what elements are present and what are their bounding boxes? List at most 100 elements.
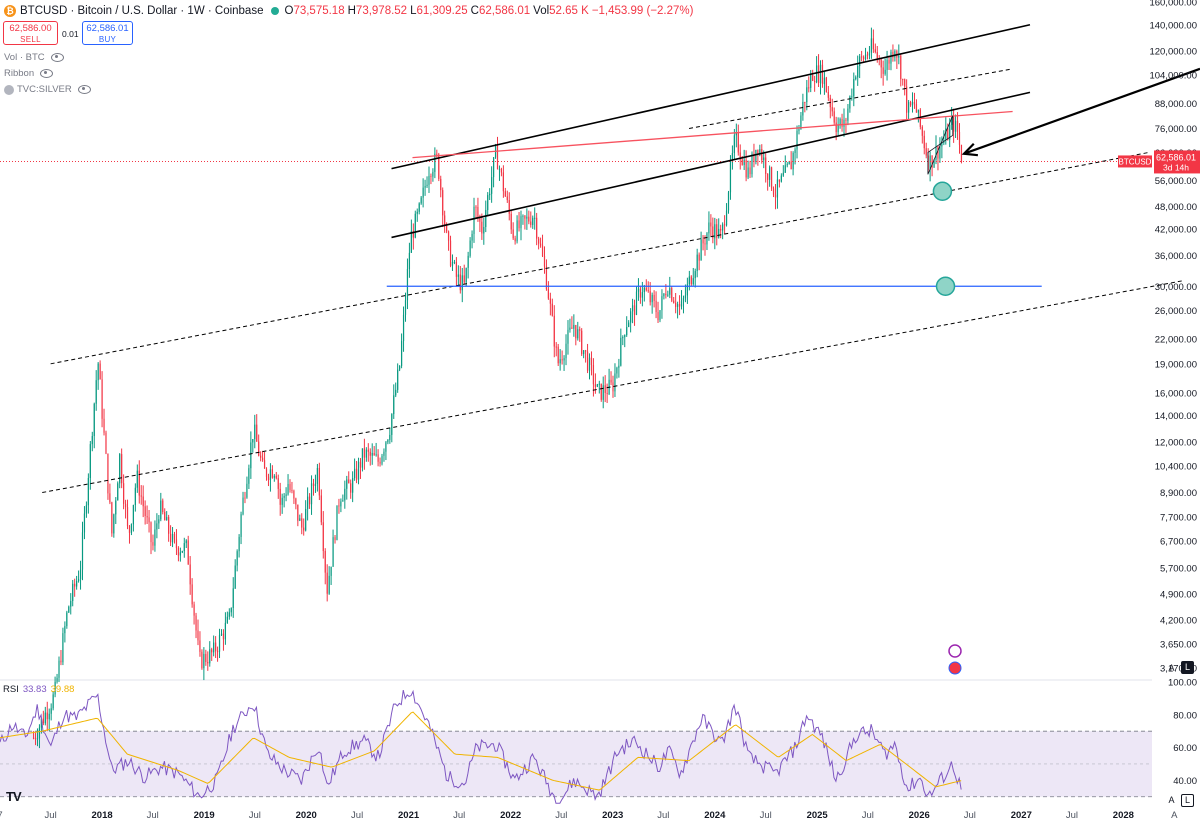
candle-body: [815, 65, 818, 83]
candle-body: [694, 271, 696, 279]
candle-body: [70, 600, 72, 607]
eye-icon[interactable]: [50, 53, 64, 62]
candle-body: [831, 107, 833, 112]
candle-body: [314, 483, 317, 486]
candle-body: [400, 341, 403, 366]
log-scale-button[interactable]: L: [1181, 661, 1194, 674]
y-tick-label: 19,000.00: [1155, 359, 1197, 370]
candle-body: [825, 77, 827, 92]
candle-body: [847, 108, 849, 121]
volume-value: 52.65 K: [549, 5, 589, 17]
y-tick-label: 120,000.00: [1149, 46, 1197, 57]
y-tick-label: 76,000.00: [1155, 124, 1197, 135]
candle-body: [584, 350, 587, 352]
candle-body: [657, 312, 659, 321]
candle-body: [169, 533, 172, 543]
candle-body: [203, 653, 205, 669]
target-marker-1: [935, 276, 956, 297]
legend-silver[interactable]: TVC:SILVER: [4, 84, 91, 95]
candle-body: [808, 87, 810, 89]
candle-body: [263, 460, 266, 469]
candle-body: [745, 159, 747, 178]
candle-body: [365, 449, 367, 458]
candle-body: [925, 148, 927, 156]
candle-body: [408, 252, 411, 269]
x-tick-label: 2021: [398, 810, 420, 821]
candle-body: [596, 384, 598, 387]
candle-body: [557, 346, 559, 364]
candle-body: [741, 159, 743, 165]
candle-body: [34, 737, 37, 740]
rsi-auto-scale-button[interactable]: A: [1168, 795, 1175, 805]
candle-body: [156, 523, 158, 530]
candle-body: [612, 382, 614, 392]
candle-body: [355, 468, 358, 480]
candle-body: [733, 135, 735, 154]
candle-body: [340, 501, 342, 507]
event-flag-icon: [948, 661, 962, 675]
auto-scale-button[interactable]: A: [1168, 663, 1175, 673]
candle-body: [113, 514, 115, 534]
eye-icon[interactable]: [40, 69, 54, 78]
x-tick-label: 2022: [500, 810, 521, 821]
candle-body: [643, 287, 645, 293]
legend-ribbon[interactable]: Ribbon: [4, 68, 54, 79]
candle-body: [913, 102, 916, 104]
y-tick-label: 26,000.00: [1155, 306, 1197, 317]
candle-body: [422, 187, 424, 198]
candle-body: [87, 477, 89, 506]
candle-body: [373, 452, 375, 456]
candle-body: [573, 324, 575, 329]
candle-body: [344, 488, 346, 501]
trend-lines: [0, 23, 1200, 675]
legend-ribbon-label: Ribbon: [4, 68, 35, 79]
y-tick-label: 104,000.00: [1149, 71, 1197, 82]
candle-body: [659, 310, 661, 321]
rsi-y-tick-label: 100.00: [1168, 678, 1197, 689]
candle-body: [941, 143, 943, 147]
rsi-label: RSI: [3, 684, 19, 695]
annotation-arrow: [963, 67, 1200, 155]
candle-body: [449, 240, 452, 266]
candle-body: [256, 424, 258, 442]
candle-body: [164, 511, 166, 521]
candles: [32, 27, 963, 749]
candle-body: [792, 152, 794, 170]
x-tick-label: Jul: [760, 810, 772, 821]
y-tick-label: 3,650.00: [1160, 639, 1197, 650]
candle-body: [56, 677, 58, 682]
candle-body: [682, 298, 685, 302]
candle-body: [40, 718, 42, 728]
candle-body: [690, 276, 692, 285]
symbol-title[interactable]: BTCUSD · Bitcoin / U.S. Dollar · 1W · Co…: [20, 5, 264, 17]
candle-body: [279, 488, 281, 505]
x-tick-label: Jul: [45, 810, 57, 821]
candle-body: [64, 626, 66, 634]
candle-body: [467, 255, 469, 268]
candle-body: [252, 439, 254, 443]
x-tick-label: 2026: [909, 810, 930, 821]
trend-line-0: [391, 23, 1031, 170]
candle-body: [326, 572, 328, 594]
candle-body: [620, 337, 622, 366]
candle-body: [124, 503, 127, 508]
eye-icon[interactable]: [77, 85, 91, 94]
candle-body: [939, 146, 941, 159]
rsi-legend[interactable]: RSI 33.83 39.88: [3, 684, 74, 695]
candle-body: [60, 660, 62, 663]
candle-body: [303, 527, 305, 531]
buy-button[interactable]: 62,586.01 BUY: [82, 21, 133, 45]
legend-volume[interactable]: Vol · BTC: [4, 52, 64, 63]
candle-body: [379, 461, 381, 464]
candle-body: [841, 119, 843, 127]
candle-body: [95, 380, 97, 404]
candle-body: [393, 395, 395, 415]
rsi-log-scale-button[interactable]: L: [1181, 794, 1194, 807]
candle-body: [718, 228, 720, 238]
candle-body: [115, 500, 117, 515]
sell-button[interactable]: 62,586.00 SELL: [3, 21, 58, 45]
candle-body: [639, 288, 642, 298]
candle-body: [377, 454, 379, 462]
